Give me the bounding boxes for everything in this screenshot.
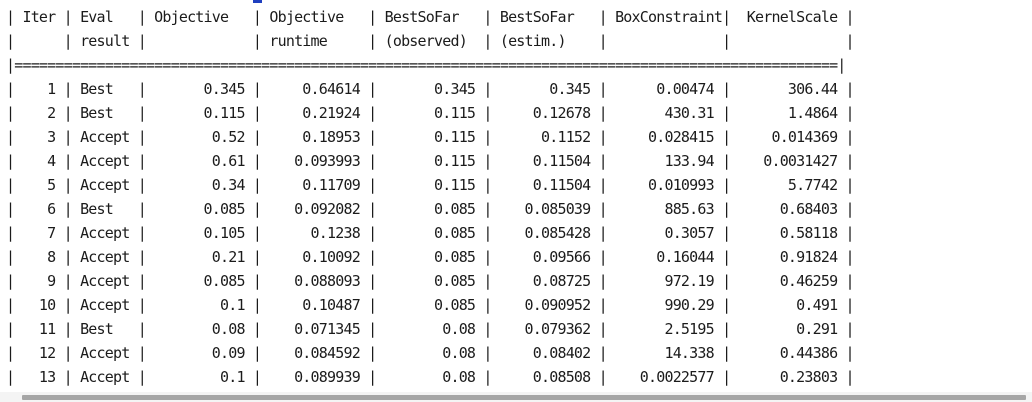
table-row: | 2 | Best | 0.115 | 0.21924 | 0.115 | 0…	[6, 104, 855, 122]
table-separator-line: |=======================================…	[6, 56, 846, 74]
table-row: | 11 | Best | 0.08 | 0.071345 | 0.08 | 0…	[6, 320, 855, 338]
horizontal-scrollbar[interactable]	[0, 392, 1032, 402]
table-row: | 3 | Accept | 0.52 | 0.18953 | 0.115 | …	[6, 128, 855, 146]
table-row: | 12 | Accept | 0.09 | 0.084592 | 0.08 |…	[6, 344, 855, 362]
table-row: | 10 | Accept | 0.1 | 0.10487 | 0.085 | …	[6, 296, 855, 314]
table-row: | 9 | Accept | 0.085 | 0.088093 | 0.085 …	[6, 272, 855, 290]
table-row: | 5 | Accept | 0.34 | 0.11709 | 0.115 | …	[6, 176, 855, 194]
table-header-line: | Iter | Eval | Objective | Objective | …	[6, 8, 855, 26]
optimization-iteration-table: | Iter | Eval | Objective | Objective | …	[6, 5, 855, 389]
table-row: | 7 | Accept | 0.105 | 0.1238 | 0.085 | …	[6, 224, 855, 242]
horizontal-scrollbar-thumb[interactable]	[22, 395, 1026, 400]
accent-mark	[253, 0, 262, 3]
table-row: | 4 | Accept | 0.61 | 0.093993 | 0.115 |…	[6, 152, 855, 170]
table-row: | 8 | Accept | 0.21 | 0.10092 | 0.085 | …	[6, 248, 855, 266]
table-header-line: | | result | | runtime | (observed) | (e…	[6, 32, 855, 50]
table-row: | 13 | Accept | 0.1 | 0.089939 | 0.08 | …	[6, 368, 855, 386]
right-edge-gap	[1025, 60, 1032, 70]
table-row: | 6 | Best | 0.085 | 0.092082 | 0.085 | …	[6, 200, 855, 218]
table-row: | 1 | Best | 0.345 | 0.64614 | 0.345 | 0…	[6, 80, 855, 98]
top-edge	[0, 0, 1032, 3]
